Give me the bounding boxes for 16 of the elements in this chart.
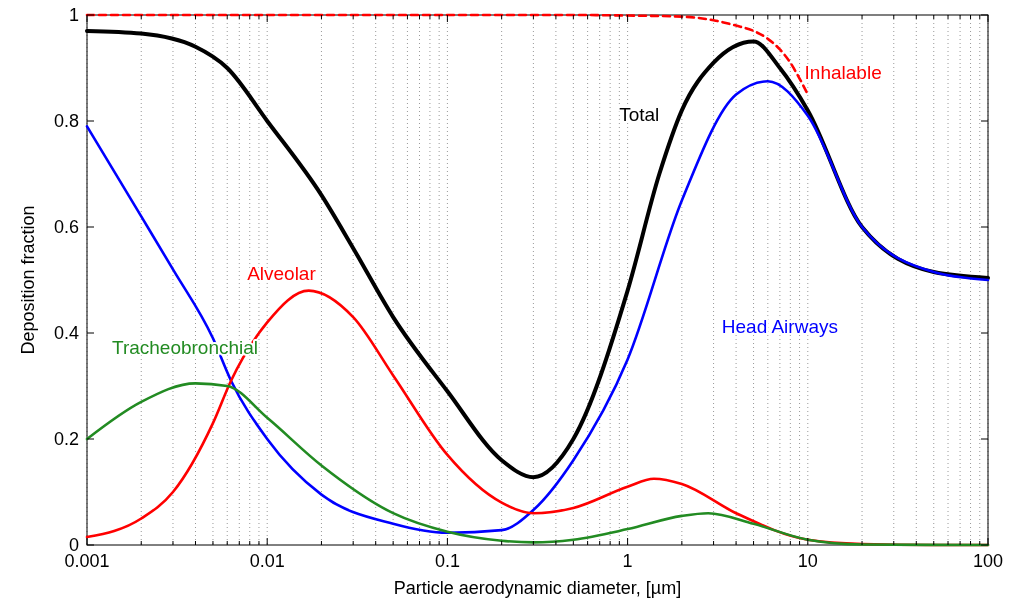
x-axis-title: Particle aerodynamic diameter, [µm]: [393, 578, 682, 598]
series-label: Inhalable: [804, 61, 882, 83]
series-label: Alveolar: [247, 263, 317, 284]
y-tick-label: 0.8: [53, 111, 79, 131]
x-tick-label: 10: [797, 551, 818, 571]
text: Head Airways: [721, 316, 838, 337]
y-axis-title: Deposition fraction: [18, 205, 38, 355]
x-tick-label: 0.1: [434, 551, 460, 571]
x-tick-label: 0.01: [249, 551, 285, 571]
y-tick-label: 1: [68, 5, 79, 25]
x-tick-label: 100: [972, 551, 1004, 571]
x-tick-label: 1: [622, 551, 633, 571]
y-tick-label: 0.4: [53, 323, 79, 343]
series-label: Total: [619, 104, 660, 125]
y-tick-label: 0.6: [53, 217, 79, 237]
y-tick-label: 0.2: [53, 429, 79, 449]
